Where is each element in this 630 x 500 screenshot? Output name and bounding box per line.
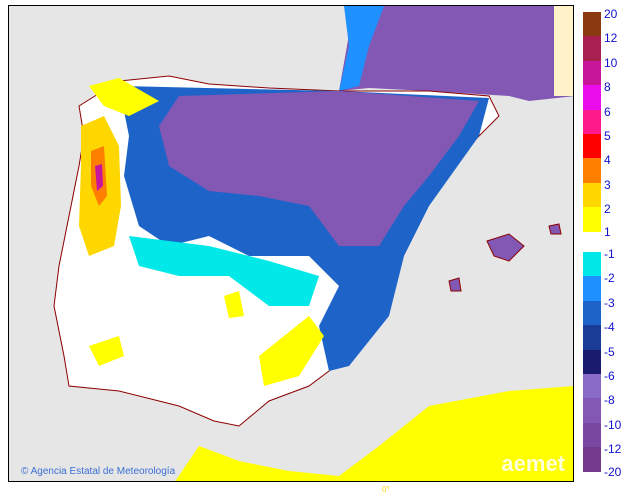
legend-swatch <box>583 134 601 159</box>
legend-swatch <box>583 447 601 472</box>
map-graphic <box>53 6 573 481</box>
balearic-islands <box>448 223 562 292</box>
legend-swatch <box>583 12 601 37</box>
africa-region <box>175 386 573 481</box>
warm-anomaly-north <box>89 78 159 116</box>
legend-swatch <box>583 207 601 232</box>
legend-label: -10 <box>604 417 622 432</box>
legend-label: -1 <box>604 247 615 261</box>
legend-label: -4 <box>604 320 615 335</box>
legend-label: -5 <box>604 344 615 359</box>
legend-swatch <box>583 109 601 134</box>
legend-swatch <box>583 158 601 183</box>
legend-swatch <box>583 325 601 350</box>
credit-text: Agencia Estatal de Meteorología <box>30 466 176 477</box>
legend-swatch <box>583 349 601 374</box>
legend-label: 5 <box>604 129 611 143</box>
aemet-logo: aemet <box>501 451 565 476</box>
legend-label: -2 <box>604 271 615 286</box>
legend-label: 12 <box>604 31 618 46</box>
temperature-anomaly-map: © Agencia Estatal de Meteorología aemet <box>8 5 574 482</box>
legend-swatch <box>583 252 601 277</box>
legend-label: -20 <box>604 464 622 479</box>
legend-label: 8 <box>604 80 611 95</box>
france-blue-band <box>339 6 384 91</box>
legend-swatch <box>583 60 601 86</box>
legend-label: -8 <box>604 393 615 408</box>
legend-swatch <box>583 374 601 399</box>
cold-anomaly-purple <box>159 91 479 246</box>
legend-swatch <box>583 422 601 448</box>
legend-swatch <box>583 398 601 423</box>
legend-label: 10 <box>604 55 618 70</box>
legend-label: -3 <box>604 295 615 310</box>
legend-label: 4 <box>604 153 611 168</box>
legend-swatch <box>583 182 601 208</box>
legend-label: 2 <box>604 202 611 217</box>
legend-swatch <box>583 85 601 110</box>
legend-label: 6 <box>604 104 611 119</box>
legend-swatch <box>583 300 601 326</box>
legend-label: 1 <box>604 224 611 239</box>
longitude-label: 0° <box>382 485 390 494</box>
legend-label: -6 <box>604 369 615 383</box>
warm-anomaly-max <box>95 164 103 191</box>
legend-label: 3 <box>604 177 611 192</box>
france-region <box>339 6 573 101</box>
color-legend: 20 12 10 8 6 5 4 3 2 1 -1 -2 -3 -4 -5 -6 -8 -10 -12 -20 <box>583 8 629 479</box>
cold-anomaly-cyan <box>129 236 319 306</box>
warm-anomaly-south <box>89 291 324 386</box>
copyright-credit: © Agencia Estatal de Meteorología <box>21 466 176 477</box>
legend-swatch <box>583 36 601 61</box>
legend-label: 20 <box>604 7 618 21</box>
top-right-warm-region <box>554 6 573 96</box>
legend-swatch <box>583 276 601 301</box>
legend-label: -12 <box>604 442 622 457</box>
